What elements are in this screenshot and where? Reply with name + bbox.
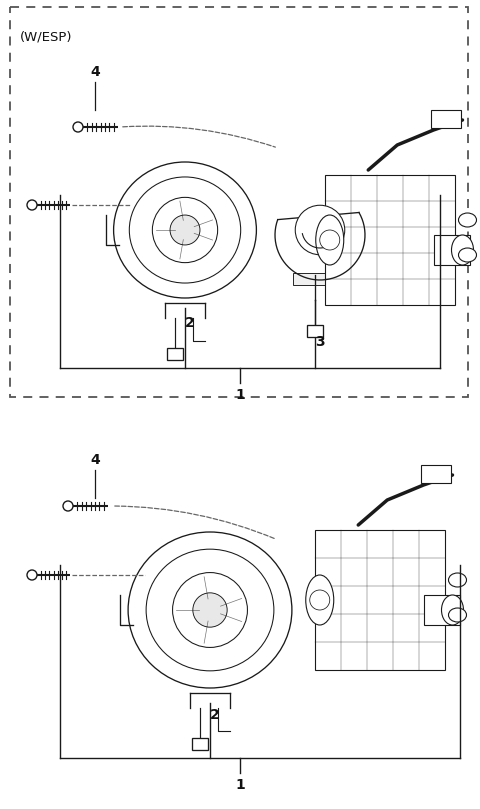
Bar xyxy=(420,465,451,483)
FancyBboxPatch shape xyxy=(10,7,468,397)
Bar xyxy=(431,110,461,128)
Circle shape xyxy=(27,570,37,580)
Ellipse shape xyxy=(129,177,240,283)
Circle shape xyxy=(152,197,217,263)
Ellipse shape xyxy=(306,575,334,625)
Circle shape xyxy=(170,215,200,245)
Bar xyxy=(423,595,460,625)
Bar xyxy=(307,325,323,337)
Text: 3: 3 xyxy=(315,335,325,349)
Ellipse shape xyxy=(128,532,292,688)
Bar xyxy=(192,738,208,750)
Circle shape xyxy=(295,205,345,255)
Circle shape xyxy=(63,501,73,511)
Text: 2: 2 xyxy=(185,316,195,330)
Circle shape xyxy=(320,230,340,250)
Circle shape xyxy=(73,122,83,132)
Bar xyxy=(325,175,455,305)
Bar xyxy=(433,235,470,265)
Text: 1: 1 xyxy=(235,388,245,402)
Ellipse shape xyxy=(448,573,467,587)
Circle shape xyxy=(310,590,330,610)
Bar xyxy=(293,273,347,285)
Ellipse shape xyxy=(458,213,477,227)
Text: 4: 4 xyxy=(90,65,100,79)
Ellipse shape xyxy=(442,595,464,625)
Circle shape xyxy=(173,573,248,647)
Text: 2: 2 xyxy=(210,708,220,722)
Ellipse shape xyxy=(114,162,256,298)
Bar xyxy=(167,348,183,360)
Ellipse shape xyxy=(458,248,477,262)
Ellipse shape xyxy=(316,215,344,265)
Text: 1: 1 xyxy=(235,778,245,792)
Circle shape xyxy=(27,200,37,210)
Ellipse shape xyxy=(448,608,467,622)
Text: (W/ESP): (W/ESP) xyxy=(20,30,72,43)
Ellipse shape xyxy=(146,549,274,671)
Text: 4: 4 xyxy=(90,453,100,467)
Bar xyxy=(315,530,445,670)
Circle shape xyxy=(193,593,227,627)
Ellipse shape xyxy=(452,235,473,265)
